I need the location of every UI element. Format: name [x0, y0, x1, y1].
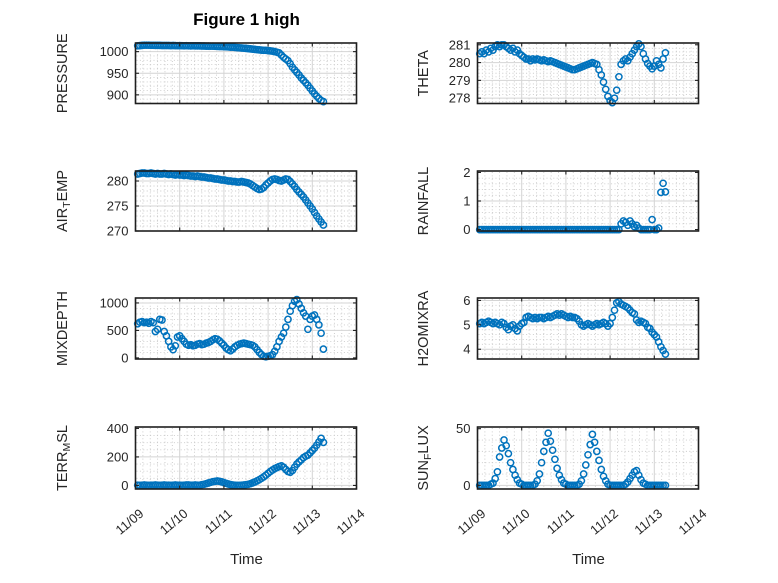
subplot-rainfall: 0 1 2 RAINFALL — [416, 165, 700, 237]
terr-msl-ylabel: TERRMSL — [55, 425, 73, 491]
subplot-mixdepth: 0 500 1000 MIXDEPTH — [55, 291, 358, 366]
theta-ticks — [476, 43, 700, 104]
rainfall-major-grid — [477, 171, 699, 231]
terr-msl-xtick-label: 11/10 — [157, 506, 191, 538]
pressure-ytick-label: 1000 — [100, 44, 129, 59]
mixdepth-markers — [133, 295, 328, 361]
h2omixra-ticks — [476, 298, 700, 359]
theta-ytick-label: 281 — [449, 37, 471, 52]
sun-flux-ytick-label: 50 — [456, 421, 470, 436]
figure-title: Figure 1 high — [193, 10, 300, 29]
h2omixra-markers — [475, 297, 670, 358]
pressure-ylabel: PRESSURE — [55, 33, 71, 113]
rainfall-ticks — [476, 171, 700, 231]
mixdepth-ytick-label: 0 — [121, 350, 128, 365]
theta-ytick-label: 280 — [449, 55, 471, 70]
terr-msl-xtick-label: 11/09 — [113, 506, 147, 538]
terr-msl-minor-grid — [136, 428, 356, 488]
mixdepth-ticks — [134, 298, 358, 359]
theta-ytick-label: 279 — [449, 73, 471, 88]
h2omixra-ytick-label: 5 — [463, 317, 470, 332]
theta-markers — [475, 40, 670, 107]
terr-msl-xtick-label: 11/11 — [202, 506, 235, 537]
rainfall-ytick-label: 2 — [463, 165, 470, 180]
mixdepth-ytick-label: 500 — [107, 323, 129, 338]
air-temp-ylabel: AIRTEMP — [55, 170, 73, 232]
air-temp-markers — [133, 169, 328, 229]
terr-msl-ytick-label: 200 — [107, 449, 129, 464]
air-temp-ticks — [134, 171, 358, 232]
pressure-ytick-label: 950 — [107, 66, 129, 81]
sun-flux-xtick-label: 11/11 — [544, 506, 577, 537]
air-temp-major-grid — [135, 171, 357, 231]
subplot-terr-msl: 0 200 400 11/09 11/10 11/11 11/12 11/13 11/14 TER… — [55, 421, 367, 538]
rainfall-ytick-label: 0 — [463, 222, 470, 237]
theta-ylabel: THETA — [416, 50, 432, 97]
sun-flux-frame — [476, 426, 700, 490]
subplot-air-temp: 270 275 280 AIRTEMP — [55, 169, 358, 239]
sun-flux-xtick-label: 11/10 — [499, 506, 533, 538]
air-temp-frame — [134, 170, 358, 232]
h2omixra-frame — [476, 297, 700, 360]
h2omixra-ytick-label: 4 — [463, 342, 470, 357]
sun-flux-ticks — [476, 427, 700, 489]
xlabel-time-right: Time — [572, 551, 605, 568]
sun-flux-xtick-label: 11/09 — [455, 506, 489, 538]
h2omixra-ytick-label: 6 — [463, 293, 470, 308]
rainfall-ytick-label: 1 — [463, 194, 470, 209]
air-temp-ytick-label: 270 — [107, 224, 129, 239]
terr-msl-ytick-label: 400 — [107, 421, 129, 436]
terr-msl-ytick-label: 0 — [121, 478, 128, 493]
pressure-ticks — [134, 43, 358, 104]
subplot-sun-flux: 0 50 11/09 11/10 11/11 11/12 11/13 11/14 SUNFLUX — [416, 421, 709, 537]
h2omixra-ylabel: H2OMIXRA — [416, 290, 432, 366]
terr-msl-xtick-label: 11/14 — [334, 506, 368, 538]
theta-frame — [476, 42, 700, 105]
sun-flux-ylabel: SUNFLUX — [416, 425, 434, 491]
subplot-pressure: 900 950 1000 PRESSURE — [55, 33, 358, 113]
rainfall-ylabel: RAINFALL — [416, 167, 432, 236]
terr-msl-markers — [133, 434, 328, 490]
terr-msl-ticks — [134, 427, 358, 489]
mixdepth-frame — [134, 297, 358, 360]
terr-msl-xtick-label: 11/13 — [289, 506, 323, 538]
xlabel-time-left: Time — [230, 551, 263, 568]
rainfall-markers — [475, 179, 670, 234]
subplot-theta: 278 279 280 281 THETA — [416, 37, 700, 107]
theta-ytick-label: 278 — [449, 91, 471, 106]
mixdepth-ytick-label: 1000 — [100, 295, 129, 310]
air-temp-ytick-label: 280 — [107, 174, 129, 189]
pressure-ytick-label: 900 — [107, 87, 129, 102]
terr-msl-xtick-label: 11/12 — [245, 506, 279, 538]
sun-flux-xtick-label: 11/12 — [587, 506, 621, 538]
sun-flux-xtick-label: 11/13 — [631, 506, 665, 538]
sun-flux-xtick-label: 11/14 — [676, 506, 710, 538]
terr-msl-frame — [134, 426, 358, 490]
air-temp-ytick-label: 275 — [107, 199, 129, 214]
mixdepth-ylabel: MIXDEPTH — [55, 291, 71, 366]
sun-flux-ytick-label: 0 — [463, 478, 470, 493]
subplot-h2omixra: 4 5 6 H2OMIXRA — [416, 290, 700, 366]
